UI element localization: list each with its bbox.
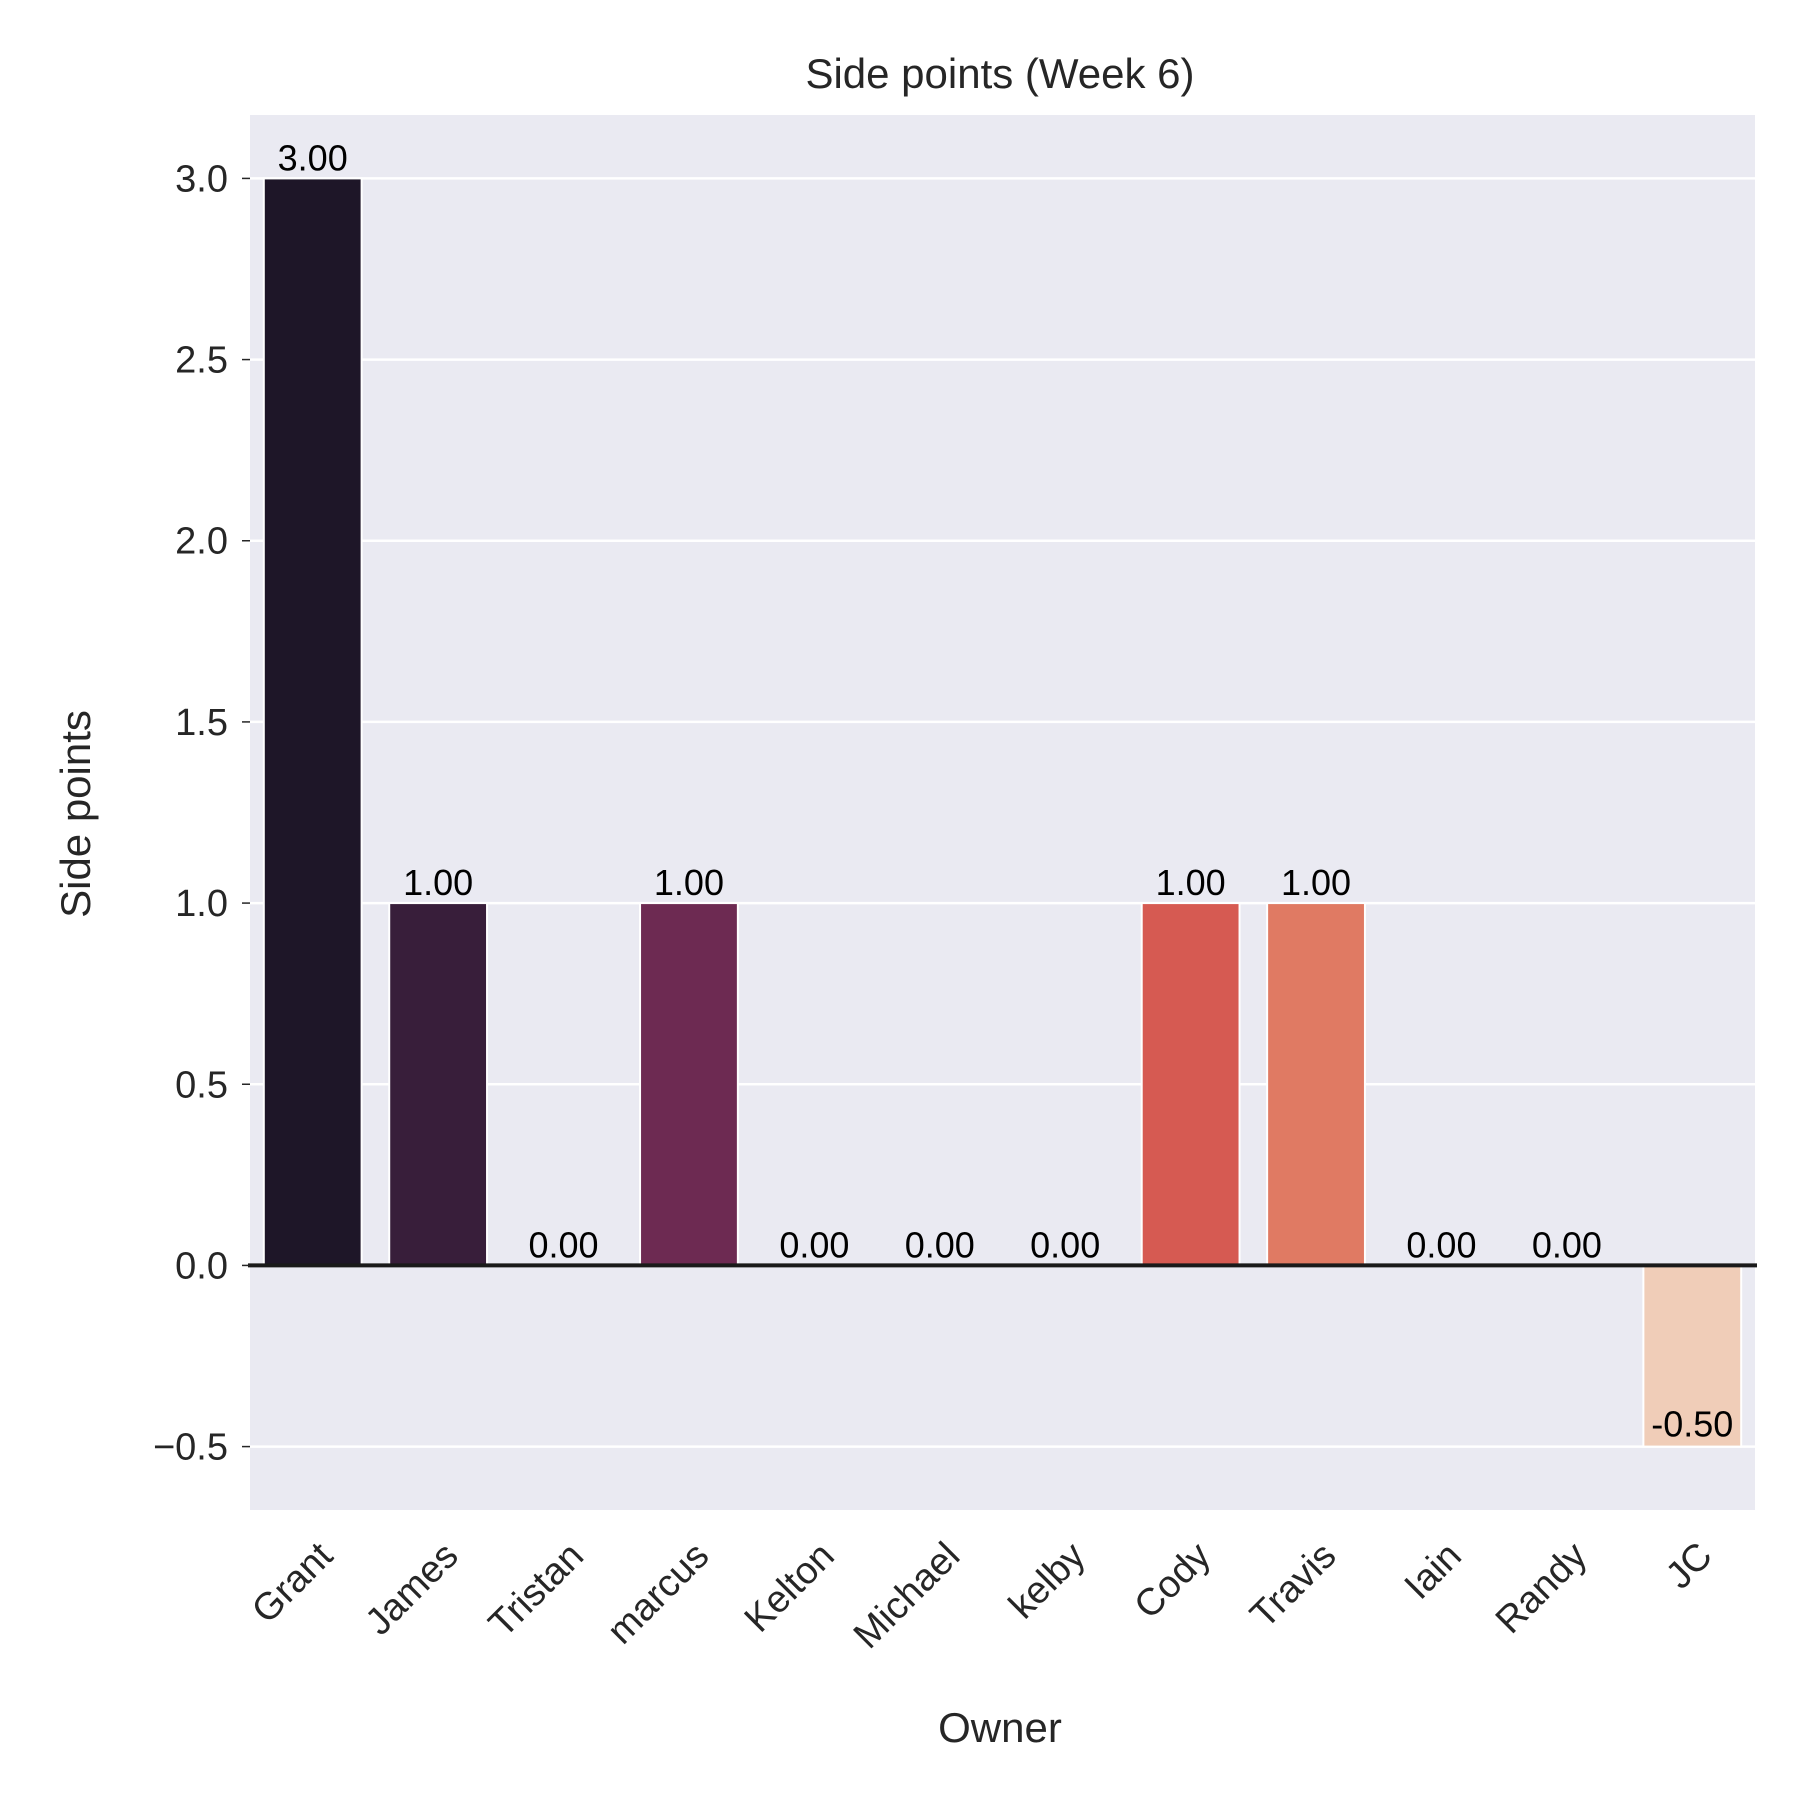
x-tick-label: James xyxy=(358,1535,467,1644)
x-tick-label: Randy xyxy=(1488,1535,1595,1642)
y-tick-label: 2.5 xyxy=(175,340,228,382)
chart-title: Side points (Week 6) xyxy=(805,50,1194,97)
data-label: 0.00 xyxy=(1406,1224,1476,1265)
x-axis-title: Owner xyxy=(938,1704,1062,1751)
y-tick-label: 1.5 xyxy=(175,702,228,744)
data-label: 1.00 xyxy=(654,862,724,903)
y-axis-title: Side points xyxy=(52,710,99,918)
y-tick-label: 0.5 xyxy=(175,1064,228,1106)
x-tick-label: marcus xyxy=(600,1535,718,1653)
data-label: 0.00 xyxy=(1030,1224,1100,1265)
x-tick-label: JC xyxy=(1658,1535,1721,1598)
x-tick-label: Cody xyxy=(1127,1535,1219,1627)
data-label: 0.00 xyxy=(905,1224,975,1265)
plot-background xyxy=(250,115,1755,1510)
data-label: 0.00 xyxy=(1532,1224,1602,1265)
y-axis-ticks: −0.5 0.0 0.5 1.0 1.5 2.0 2.5 3.0 xyxy=(153,158,250,1469)
x-tick-label: Grant xyxy=(244,1534,341,1631)
bar xyxy=(388,902,489,1267)
x-axis-ticks: Grant James Tristan marcus Kelton Michael kelb… xyxy=(244,1534,1720,1657)
y-tick-label: 3.0 xyxy=(175,158,228,200)
y-tick-label: −0.5 xyxy=(153,1427,228,1469)
y-tick-label: 0.0 xyxy=(175,1245,228,1287)
data-label: -0.50 xyxy=(1651,1404,1733,1445)
bar xyxy=(1140,902,1241,1267)
bar xyxy=(1266,902,1366,1267)
data-label: 0.00 xyxy=(529,1224,599,1265)
data-label: 1.00 xyxy=(403,862,473,903)
x-tick-label: Iain xyxy=(1397,1535,1470,1608)
data-label: 3.00 xyxy=(278,137,348,178)
bar xyxy=(262,177,363,1267)
y-tick-label: 2.0 xyxy=(175,521,228,563)
y-tick-label: 1.0 xyxy=(175,883,228,925)
x-tick-label: Travis xyxy=(1243,1535,1345,1637)
bars xyxy=(262,177,1743,1448)
x-tick-label: kelby xyxy=(1001,1535,1093,1627)
data-labels: 3.00 1.00 0.00 1.00 0.00 0.00 0.00 1.00 1.00 0.00… xyxy=(278,137,1734,1444)
x-tick-label: Tristan xyxy=(481,1535,592,1646)
x-tick-label: Kelton xyxy=(737,1535,843,1641)
x-tick-label: Michael xyxy=(846,1535,968,1657)
data-label: 1.00 xyxy=(1156,862,1226,903)
data-label: 0.00 xyxy=(779,1224,849,1265)
bar xyxy=(639,902,739,1267)
data-label: 1.00 xyxy=(1281,862,1351,903)
